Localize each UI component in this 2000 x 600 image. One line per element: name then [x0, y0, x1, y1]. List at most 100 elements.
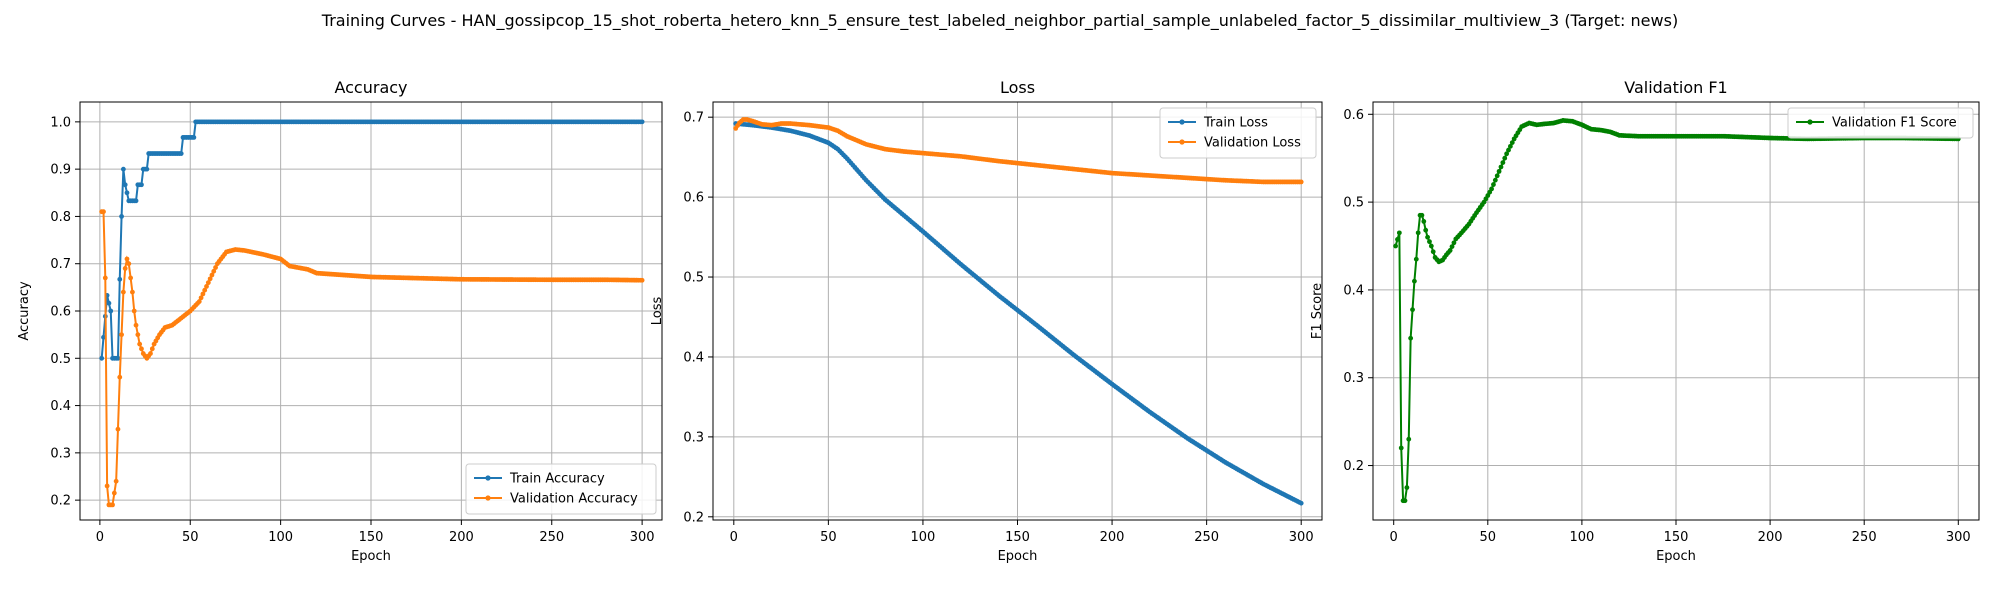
data-point	[198, 295, 204, 301]
series-line-0	[1394, 119, 1959, 502]
y-tick-label: 1.0	[50, 115, 71, 130]
data-point	[1504, 151, 1510, 157]
legend-box	[1787, 107, 1974, 139]
x-tick-label: 300	[1946, 530, 1971, 545]
data-point	[111, 490, 117, 496]
data-point	[209, 272, 215, 278]
chart-panel-1: 0 50 100 150 200 250 300 0.2 0.3 0.4 0.5 0.6 0.7 0.8 0…	[17, 78, 663, 564]
y-tick-label: 0.5	[50, 352, 71, 367]
data-point	[104, 483, 110, 489]
x-tick-label: 200	[1100, 530, 1125, 545]
data-point	[1494, 173, 1500, 179]
series-markers-0	[99, 119, 645, 361]
legend: Train Accuracy Validation Accuracy	[465, 463, 657, 515]
data-point	[124, 256, 130, 262]
legend-label: Validation Accuracy	[510, 492, 638, 507]
series-markers-1	[733, 117, 1304, 185]
data-point	[1410, 307, 1415, 313]
x-tick-label: 250	[1852, 530, 1877, 545]
y-tick-label: 0.4	[683, 350, 704, 365]
x-tick-label: 100	[268, 530, 293, 545]
series-markers-0	[1393, 118, 1961, 504]
data-point	[99, 355, 105, 361]
data-point	[207, 276, 213, 282]
x-axis-label: Epoch	[1656, 549, 1696, 564]
data-point	[106, 300, 112, 306]
data-point	[204, 284, 209, 289]
x-tick-label: 200	[1758, 530, 1783, 545]
data-point	[1507, 143, 1513, 149]
data-point	[101, 334, 106, 340]
data-point	[1406, 436, 1412, 442]
data-point	[137, 341, 143, 347]
legend-box	[1159, 107, 1317, 159]
data-point	[119, 332, 124, 338]
y-tick-label: 0.8	[50, 210, 71, 225]
y-tick-label: 0.2	[683, 510, 704, 525]
series-markers-0	[733, 121, 1304, 506]
data-point	[1395, 237, 1400, 242]
data-point	[1509, 140, 1515, 146]
data-point	[1500, 160, 1506, 165]
x-tick-label: 300	[630, 530, 655, 545]
x-tick-label: 250	[539, 530, 564, 545]
legend-marker	[1179, 139, 1185, 145]
data-point	[120, 166, 126, 172]
data-point	[1489, 186, 1494, 192]
x-tick-label: 150	[1005, 530, 1030, 545]
data-point	[120, 289, 126, 295]
data-point	[1298, 500, 1304, 506]
y-tick-label: 0.7	[50, 257, 71, 272]
data-point	[122, 182, 128, 188]
y-tick-label: 0.3	[683, 430, 704, 445]
data-point	[211, 268, 217, 274]
y-axis-label: Loss	[650, 297, 665, 326]
data-point	[1447, 248, 1453, 253]
data-point	[1298, 179, 1304, 185]
data-point	[1430, 249, 1436, 255]
y-axis-label: F1 Score	[1310, 283, 1325, 339]
data-point	[139, 182, 144, 188]
data-point	[110, 502, 115, 508]
data-point	[1428, 243, 1434, 249]
data-point	[1498, 164, 1504, 170]
data-point	[144, 166, 150, 172]
data-point	[639, 119, 645, 125]
chart-title: Accuracy	[334, 78, 407, 97]
legend-label: Validation Loss	[1204, 136, 1301, 151]
y-tick-label: 0.4	[50, 399, 71, 414]
x-tick-label: 0	[730, 530, 738, 545]
legend-marker	[1807, 119, 1813, 125]
data-point	[191, 135, 197, 140]
y-tick-label: 0.5	[1343, 196, 1364, 211]
legend-label: Train Loss	[1203, 116, 1268, 131]
legend-marker	[1179, 119, 1185, 125]
data-point	[213, 265, 218, 270]
legend: Train Loss Validation Loss	[1159, 107, 1317, 159]
chart-title: Validation F1	[1624, 78, 1727, 97]
x-tick-label: 100	[911, 530, 936, 545]
data-point	[115, 355, 121, 361]
x-tick-label: 200	[449, 530, 474, 545]
data-point	[1398, 445, 1404, 451]
chart-panel-3: 0 50 100 150 200 250 300 0.2 0.3 0.4 0.5 0.6 Validat…	[1310, 78, 1980, 564]
data-point	[1506, 147, 1511, 153]
data-point	[148, 351, 153, 356]
data-point	[126, 261, 132, 267]
x-tick-label: 250	[1194, 530, 1219, 545]
data-point	[130, 289, 135, 295]
data-point	[101, 209, 106, 215]
data-point	[1413, 256, 1419, 262]
y-tick-label: 0.6	[50, 305, 71, 320]
legend-marker	[485, 475, 491, 481]
data-point	[202, 287, 208, 293]
data-point	[1415, 230, 1421, 236]
y-tick-label: 0.7	[683, 111, 704, 126]
chart-title: Loss	[1000, 78, 1035, 97]
data-point	[113, 478, 119, 484]
data-point	[133, 322, 139, 328]
x-axis-label: Epoch	[998, 549, 1038, 564]
data-point	[1449, 244, 1455, 250]
series-markers-1	[99, 209, 645, 508]
